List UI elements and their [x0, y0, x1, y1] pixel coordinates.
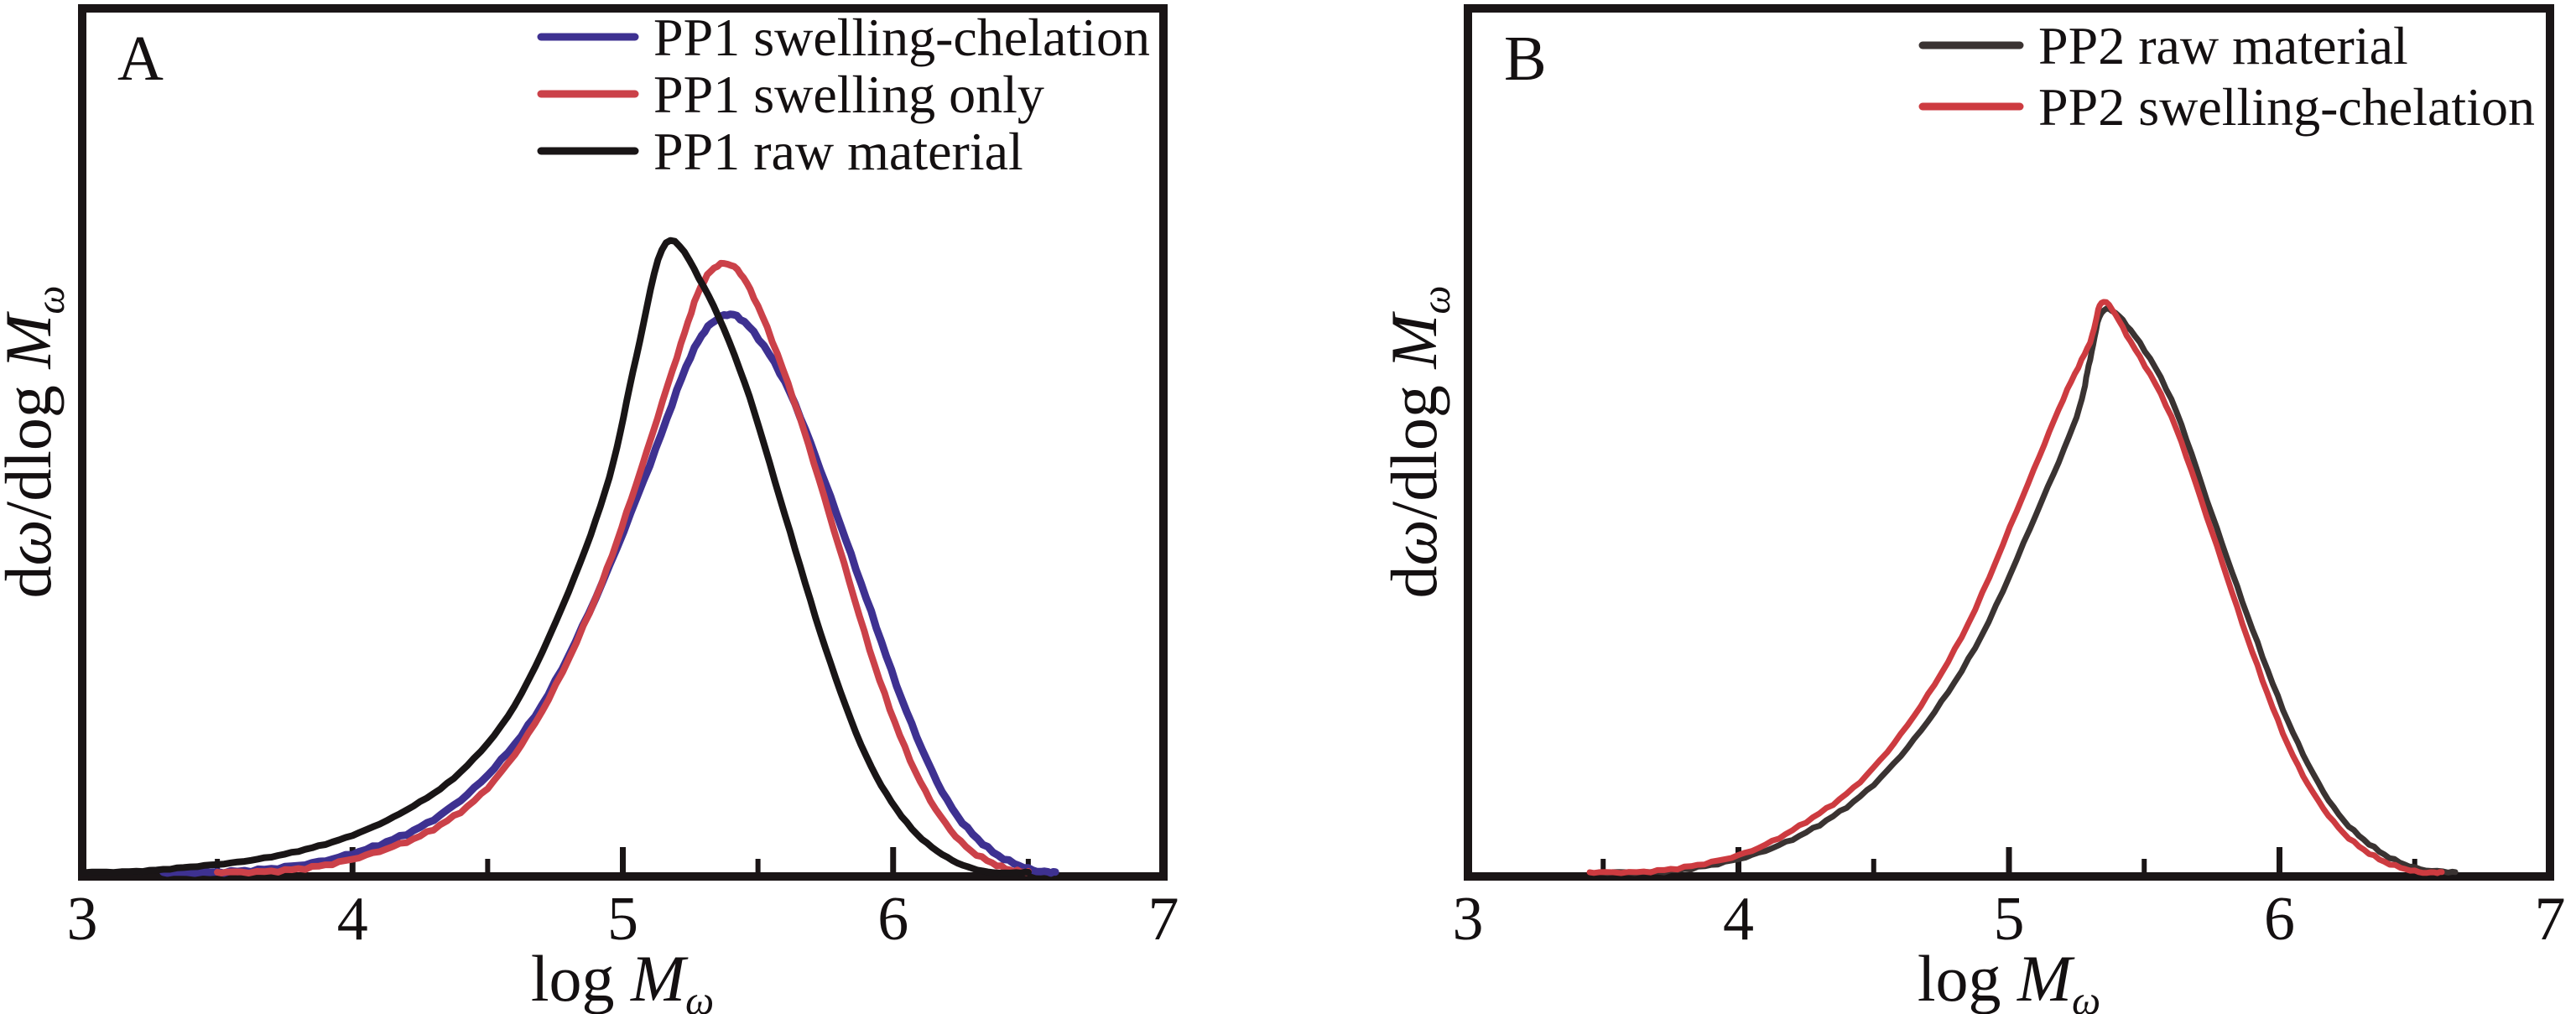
panel-letter-a: A	[117, 23, 164, 94]
x-tick-label: 6	[877, 885, 908, 954]
series-pp2-swelling-chelation	[1586, 299, 2445, 876]
plot-box	[1464, 4, 2554, 881]
legend-item-pp1-swelling-only: PP1 swelling only	[537, 65, 1044, 124]
legend-label: PP1 swelling-chelation	[653, 8, 1150, 67]
axis-label-part: ω	[2072, 979, 2100, 1014]
x-axis-label: log Mω	[1918, 942, 2100, 1014]
x-tick-label: 4	[337, 885, 368, 954]
y-axis-label-group: dω/dlog Mω	[0, 285, 73, 598]
x-axis-label: log Mω	[531, 942, 714, 1014]
legend-item-pp1-raw-material: PP1 raw material	[537, 122, 1023, 181]
legend-label: PP2 swelling-chelation	[2038, 77, 2535, 137]
legend-item-pp2-raw-material: PP2 raw material	[1918, 16, 2408, 75]
axis-label-part: d	[0, 566, 65, 599]
axis-label-part: ω	[0, 519, 65, 565]
legend-label: PP2 raw material	[2038, 16, 2408, 75]
series-pp1-swelling-only	[214, 259, 1032, 876]
series-pp2-raw-material	[1600, 305, 2459, 876]
y-axis-label: dω/dlog Mω	[1377, 285, 1459, 598]
legend-label: PP1 raw material	[653, 122, 1023, 181]
y-axis-label: dω/dlog Mω	[0, 285, 73, 598]
series-pp1-raw-material	[79, 237, 1032, 876]
axis-label-part: M	[630, 942, 689, 1014]
plot-box	[78, 4, 1168, 881]
axis-label-part: M	[2017, 942, 2075, 1014]
x-tick-label: 7	[2535, 885, 2566, 954]
axis-label-part: /dlog	[1377, 369, 1450, 520]
legend-item-pp1-swelling-chelation: PP1 swelling-chelation	[537, 8, 1150, 67]
axis-label-part: ω	[1377, 519, 1450, 565]
x-tick-label: 5	[1994, 885, 2025, 954]
axis-label-part: /dlog	[0, 369, 65, 520]
y-axis-label-group: dω/dlog Mω	[1377, 285, 1459, 598]
x-tick-label: 3	[67, 885, 98, 954]
x-tick-label: 7	[1148, 885, 1179, 954]
x-tick-label: 5	[607, 885, 638, 954]
x-tick-label: 4	[1723, 885, 1754, 954]
axis-label-part: M	[0, 311, 65, 370]
legend-item-pp2-swelling-chelation: PP2 swelling-chelation	[1918, 77, 2535, 137]
axis-label-part: log	[531, 942, 631, 1014]
axis-label-part: d	[1377, 566, 1450, 599]
legend-label: PP1 swelling only	[653, 65, 1044, 124]
panel-letter-b: B	[1504, 23, 1547, 94]
axis-label-part: ω	[29, 285, 73, 314]
axis-label-part: log	[1918, 942, 2017, 1014]
x-tick-label: 6	[2264, 885, 2295, 954]
axis-label-part: M	[1377, 311, 1450, 370]
x-tick-label: 3	[1453, 885, 1484, 954]
axis-label-part: ω	[1414, 285, 1459, 314]
axis-label-part: ω	[685, 979, 714, 1014]
series-pp1-swelling-chelation	[159, 310, 1059, 877]
